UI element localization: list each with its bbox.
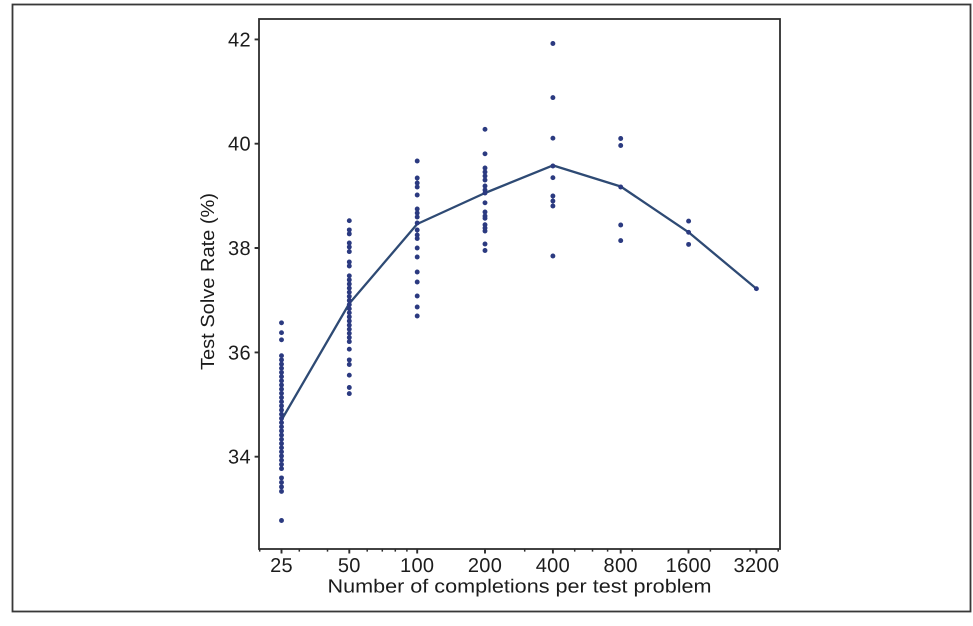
svg-text:42: 42 bbox=[228, 29, 251, 51]
svg-text:38: 38 bbox=[228, 238, 251, 260]
svg-text:50: 50 bbox=[338, 555, 361, 577]
svg-text:Number of completions per test: Number of completions per test problem bbox=[328, 577, 712, 598]
svg-text:36: 36 bbox=[228, 342, 251, 364]
svg-text:800: 800 bbox=[604, 555, 638, 577]
svg-text:1600: 1600 bbox=[666, 555, 712, 577]
svg-text:200: 200 bbox=[468, 555, 502, 577]
svg-text:34: 34 bbox=[228, 447, 251, 469]
svg-text:100: 100 bbox=[400, 555, 434, 577]
svg-text:25: 25 bbox=[270, 555, 293, 577]
svg-text:40: 40 bbox=[228, 134, 251, 156]
svg-text:Test Solve Rate (%): Test Solve Rate (%) bbox=[198, 193, 219, 370]
svg-text:400: 400 bbox=[536, 555, 570, 577]
svg-text:3200: 3200 bbox=[734, 555, 780, 577]
